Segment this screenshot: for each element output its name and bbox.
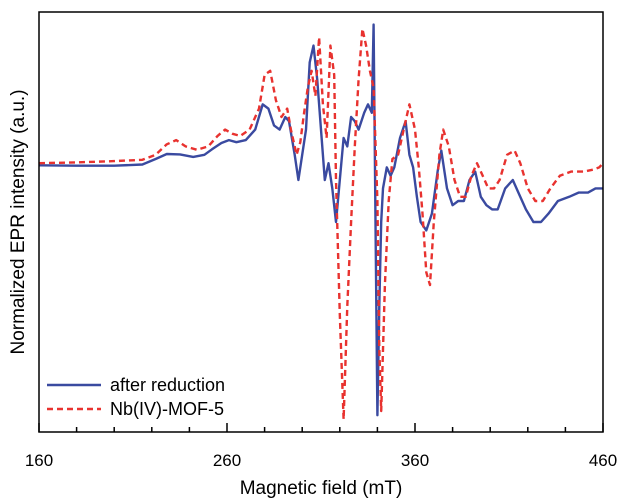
x-axis-ticks <box>38 423 604 432</box>
plot-frame <box>38 11 604 433</box>
plot-area <box>38 23 604 421</box>
x-tick-label: 160 <box>25 451 53 470</box>
x-axis-tick-labels: 160 260 360 460 <box>25 451 617 470</box>
x-axis-label: Magnetic field (mT) <box>240 478 403 499</box>
legend-label-after-reduction: after reduction <box>110 375 225 395</box>
legend: after reduction Nb(IV)-MOF-5 <box>47 375 225 419</box>
x-tick-label: 360 <box>401 451 429 470</box>
x-tick-label: 460 <box>589 451 617 470</box>
x-tick-label: 260 <box>213 451 241 470</box>
legend-label-nb-iv-mof-5: Nb(IV)-MOF-5 <box>110 399 224 419</box>
series-line-after-reduction <box>38 23 603 417</box>
y-axis-label: Normalized EPR intensity (a.u.) <box>8 89 29 354</box>
series-line-nb-iv-mof-5 <box>38 27 604 421</box>
